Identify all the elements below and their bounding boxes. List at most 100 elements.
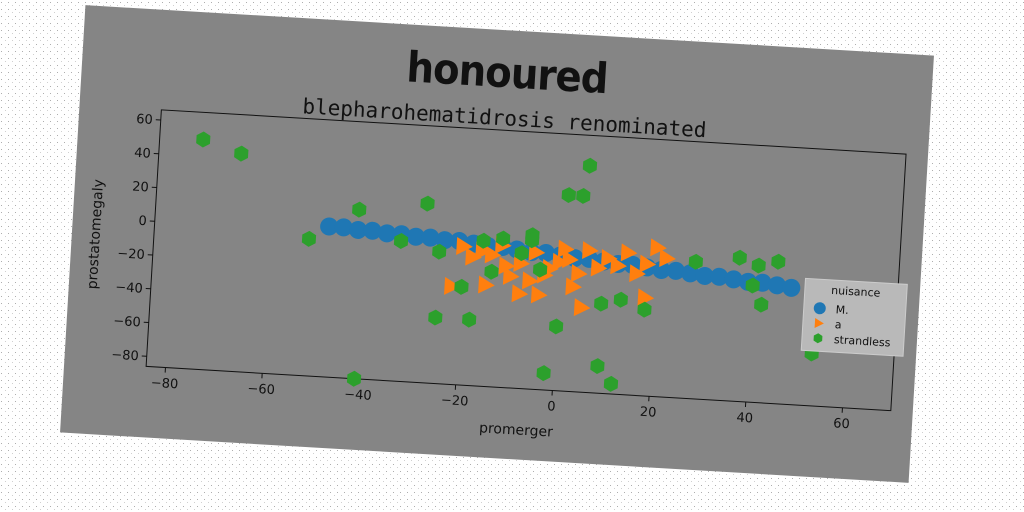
data-point xyxy=(751,257,766,274)
data-point xyxy=(498,256,516,275)
data-point xyxy=(652,260,671,279)
data-point xyxy=(454,278,469,295)
data-point xyxy=(782,278,801,297)
data-point xyxy=(478,275,495,294)
data-point xyxy=(514,245,529,262)
data-point xyxy=(695,266,714,285)
y-axis: 60 40 20 0 −20 −40 −60 −80 xyxy=(111,112,161,365)
x-tick-label: 60 xyxy=(833,416,850,432)
data-point xyxy=(603,375,619,392)
data-point xyxy=(465,247,482,266)
data-point xyxy=(771,253,786,270)
x-axis: −80 −60 −40 −20 0 20 40 60 xyxy=(150,367,850,432)
data-point xyxy=(710,267,729,286)
data-point xyxy=(432,243,447,260)
data-point xyxy=(548,318,564,335)
data-point xyxy=(196,131,211,148)
data-point xyxy=(393,233,409,249)
x-tick-label: −80 xyxy=(150,376,178,393)
data-point xyxy=(613,291,628,308)
data-point xyxy=(565,277,583,296)
legend-marker xyxy=(813,333,823,344)
data-point xyxy=(582,241,599,260)
data-point xyxy=(462,311,477,328)
legend-box xyxy=(800,277,908,357)
data-point xyxy=(562,250,579,269)
data-point xyxy=(637,288,655,307)
y-tick-label: −80 xyxy=(111,348,139,365)
data-point xyxy=(754,296,769,313)
data-point xyxy=(767,276,786,295)
data-point xyxy=(428,309,443,326)
data-point xyxy=(524,232,540,249)
data-point xyxy=(582,157,598,174)
y-axis-label: prostatomegaly xyxy=(85,179,108,290)
data-point xyxy=(557,239,575,258)
series-strandless xyxy=(196,131,819,392)
y-tick-label: 20 xyxy=(132,180,149,196)
data-point xyxy=(346,370,362,387)
data-point xyxy=(536,365,551,382)
legend: nuisance M.a strandless xyxy=(800,277,908,357)
y-tick-label: 60 xyxy=(136,112,153,128)
data-point xyxy=(444,276,461,295)
data-point xyxy=(320,217,339,236)
data-point xyxy=(301,230,317,247)
data-point xyxy=(521,271,539,290)
data-point xyxy=(234,145,249,162)
data-point xyxy=(666,261,685,280)
data-point xyxy=(629,264,646,283)
data-point xyxy=(610,256,627,275)
data-point xyxy=(637,301,652,318)
data-point xyxy=(573,298,591,317)
chart-card: honoured blepharohematidrosis renominate… xyxy=(60,5,934,483)
data-layer xyxy=(196,131,819,392)
y-tick-label: −20 xyxy=(117,246,145,263)
y-tick-label: 40 xyxy=(134,146,151,162)
y-tick-label: −40 xyxy=(115,280,143,297)
data-point xyxy=(352,201,367,218)
data-point xyxy=(659,249,676,268)
data-point xyxy=(536,243,555,262)
legend-marker xyxy=(814,317,824,328)
data-point xyxy=(688,253,704,270)
data-point xyxy=(620,243,638,262)
data-point xyxy=(590,258,608,277)
data-point xyxy=(421,228,440,247)
data-point xyxy=(732,249,747,266)
y-tick-label: 0 xyxy=(138,214,147,229)
data-point xyxy=(484,245,502,264)
y-tick-label: −60 xyxy=(113,314,141,331)
data-point xyxy=(377,224,396,243)
data-point xyxy=(590,358,605,375)
x-axis-label: promerger xyxy=(479,420,554,440)
legend-marker xyxy=(813,302,826,315)
data-point xyxy=(561,187,576,204)
data-point xyxy=(639,254,657,273)
data-point xyxy=(552,252,569,271)
legend-label: a xyxy=(834,318,842,331)
data-point xyxy=(502,266,520,285)
data-point xyxy=(724,270,743,289)
data-point xyxy=(456,236,473,255)
data-point xyxy=(530,285,548,304)
x-tick-label: 40 xyxy=(736,411,753,427)
data-point xyxy=(334,218,353,237)
x-tick-label: 0 xyxy=(547,399,556,414)
x-tick-label: −60 xyxy=(247,381,275,398)
data-point xyxy=(496,230,511,247)
data-point xyxy=(532,261,548,278)
x-tick-label: −40 xyxy=(344,387,372,404)
data-point xyxy=(511,284,529,303)
data-point xyxy=(600,248,618,267)
legend-label: M. xyxy=(835,303,849,317)
data-point xyxy=(420,195,435,212)
data-point xyxy=(484,263,499,280)
axes-frame xyxy=(145,109,907,412)
data-point xyxy=(594,295,609,312)
data-point xyxy=(476,232,491,249)
data-point xyxy=(570,264,588,283)
data-point xyxy=(576,187,591,204)
data-point xyxy=(349,220,368,239)
